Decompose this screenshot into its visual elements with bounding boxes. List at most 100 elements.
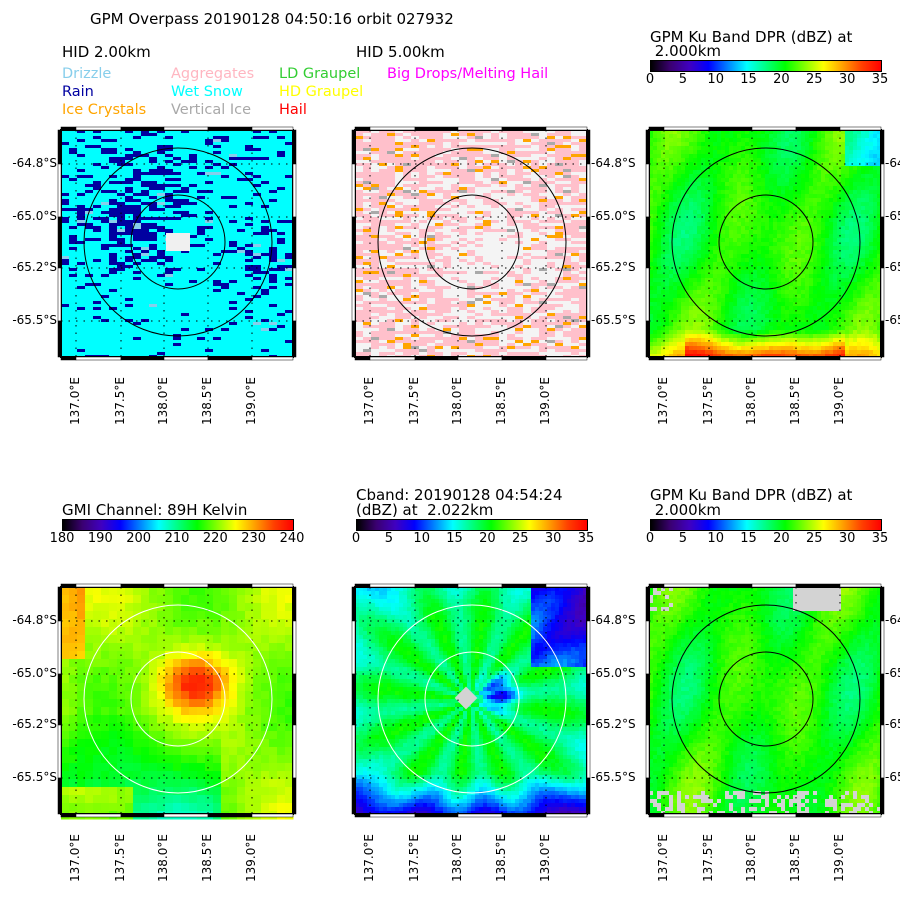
data-cell [523,223,531,226]
data-cell [825,306,830,311]
legend-aggregates: Aggregates [171,66,255,82]
data-cell [713,310,718,315]
data-cell [685,206,690,211]
data-cell [443,154,451,157]
data-cell [387,250,395,253]
data-cell [785,234,790,239]
data-cell [749,326,754,331]
data-cell [467,325,475,328]
data-cell [531,238,539,241]
data-cell [809,326,814,331]
data-cell [725,306,730,311]
data-cell [777,178,782,183]
data-cell [705,234,710,239]
data-cell [757,318,762,323]
data-cell [865,154,870,159]
data-cell [757,206,762,211]
data-cell [809,262,814,267]
data-cell [483,301,491,304]
data-cell [829,154,834,159]
data-cell [669,278,674,283]
data-cell [379,205,387,208]
data-cell [713,142,718,147]
data-cell [773,138,778,143]
data-cell [523,133,531,136]
data-cell [649,242,654,247]
data-cell [845,270,850,275]
data-cell [403,268,411,271]
data-cell [701,302,706,307]
data-cell [809,266,814,271]
data-cell [579,265,587,268]
data-cell [443,343,451,346]
data-cell [749,178,754,183]
data-cell [491,265,499,268]
data-cell [773,158,778,163]
data-cell [837,198,842,203]
data-cell [849,318,854,323]
data-cell [403,208,411,211]
data-cell [777,226,782,231]
data-cell [451,175,459,178]
data-cell [189,244,197,247]
data-cell [733,242,738,247]
data-cell [555,157,563,160]
data-cell [821,142,826,147]
data-cell [661,154,666,159]
data-cell [681,142,686,147]
data-cell [817,334,822,339]
data-cell [547,313,555,316]
data-cell [443,319,451,322]
data-cell [697,286,702,291]
data-cell [427,307,435,310]
data-cell [709,142,714,147]
data-cell [539,232,547,235]
data-cell [531,337,539,340]
data-cell [689,318,694,323]
data-cell [693,158,698,163]
data-cell [669,186,674,191]
data-cell [653,170,658,175]
data-cell [649,262,654,267]
data-cell [539,166,547,169]
data-cell [793,298,798,303]
data-cell [813,130,818,135]
data-cell [661,246,666,251]
data-cell [757,166,762,171]
data-cell [761,238,766,243]
data-cell [877,334,882,339]
data-cell [705,138,710,143]
data-cell [395,148,403,151]
data-cell [515,319,523,322]
data-cell [849,254,854,259]
data-cell [877,202,882,207]
data-cell [785,214,790,219]
data-cell [713,198,718,203]
data-cell [841,218,846,223]
data-cell [765,226,770,231]
data-cell [515,274,523,277]
data-cell [133,238,141,241]
data-cell [673,138,678,143]
data-cell [523,145,531,148]
data-cell [363,208,371,211]
data-cell [61,217,69,220]
data-cell [765,178,770,183]
data-cell [653,226,658,231]
data-cell [649,330,654,335]
data-cell [85,190,93,193]
data-cell [757,242,762,247]
data-cell [825,242,830,247]
data-cell [245,265,253,268]
data-cell [697,146,702,151]
data-cell [793,218,798,223]
data-cell [797,170,802,175]
data-cell [793,238,798,243]
data-cell [713,242,718,247]
data-cell [571,265,579,268]
data-cell [801,162,806,167]
data-cell [133,193,141,196]
data-cell [817,258,822,263]
data-cell [491,319,499,322]
data-cell [697,302,702,307]
